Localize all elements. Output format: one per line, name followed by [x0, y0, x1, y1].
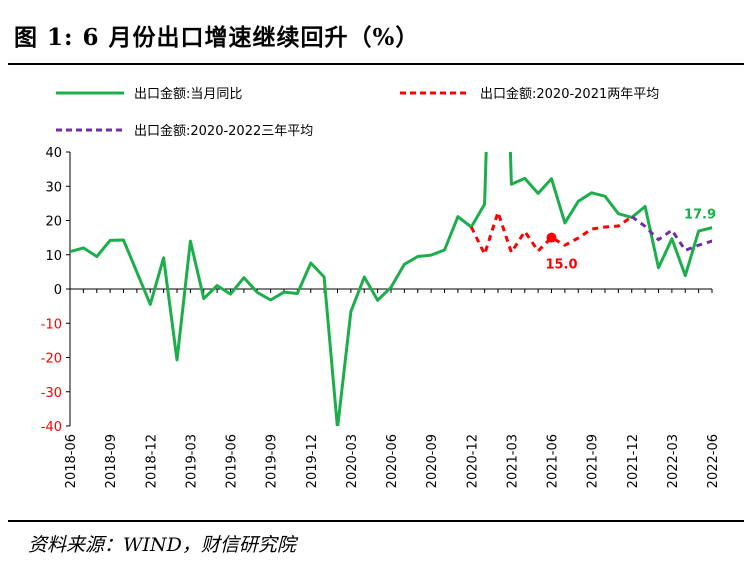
x-tick-label: 2021-09 — [586, 434, 601, 488]
x-tick-label: 2020-03 — [345, 434, 360, 488]
x-tick-label: 2018-09 — [104, 434, 119, 488]
y-tick-label: -20 — [41, 352, 62, 367]
x-tick-label: 2019-09 — [265, 434, 280, 488]
annotation-label-1: 15.0 — [545, 258, 577, 273]
x-tick-label: 2019-12 — [305, 434, 320, 488]
x-tick-label: 2018-12 — [144, 434, 159, 488]
legend-label-two-year: 出口金额:2020-2021两年平均 — [480, 86, 659, 102]
bottom-rule — [8, 520, 744, 522]
x-tick-label: 2021-06 — [546, 434, 561, 488]
x-tick-label: 2020-06 — [385, 434, 400, 488]
y-tick-label: -30 — [41, 386, 62, 401]
series-line-2 — [630, 215, 712, 252]
y-tick-label: -10 — [41, 317, 62, 332]
y-tick-label: 0 — [54, 283, 62, 298]
legend: 出口金额:当月同比 出口金额:2020-2021两年平均 出口金额:2020-2… — [56, 86, 659, 139]
annotation-marker-1 — [546, 232, 557, 243]
plot-area: 17.9 15.0 — [70, 152, 716, 426]
series-line-0 — [70, 152, 712, 426]
x-tick-label: 2019-06 — [225, 434, 240, 488]
y-tick-label: 30 — [45, 180, 62, 195]
x-tick-label: 2021-12 — [626, 434, 641, 488]
legend-label-three-year: 出口金额:2020-2022三年平均 — [134, 123, 313, 139]
x-tick-label: 2022-03 — [666, 434, 681, 488]
x-tick-label: 2021-03 — [505, 434, 520, 488]
y-tick-label: 40 — [45, 146, 62, 161]
annotation-label-0: 17.9 — [684, 208, 716, 223]
y-tick-label: 20 — [45, 215, 62, 230]
x-tick-label: 2020-09 — [425, 434, 440, 488]
legend-label-monthly: 出口金额:当月同比 — [134, 86, 242, 102]
source-note: 资料来源：WIND，财信研究院 — [28, 534, 296, 556]
top-rule — [8, 63, 744, 65]
x-tick-label: 2018-06 — [64, 434, 79, 488]
x-tick-label: 2022-06 — [706, 434, 721, 488]
y-tick-label: -40 — [41, 420, 62, 435]
x-tick-label: 2019-03 — [184, 434, 199, 488]
chart-title: 图 1: 6 月份出口增速继续回升（%） — [14, 24, 420, 51]
x-tick-label: 2020-12 — [465, 434, 480, 488]
y-tick-label: 10 — [45, 249, 62, 264]
series-line-1 — [469, 210, 633, 256]
